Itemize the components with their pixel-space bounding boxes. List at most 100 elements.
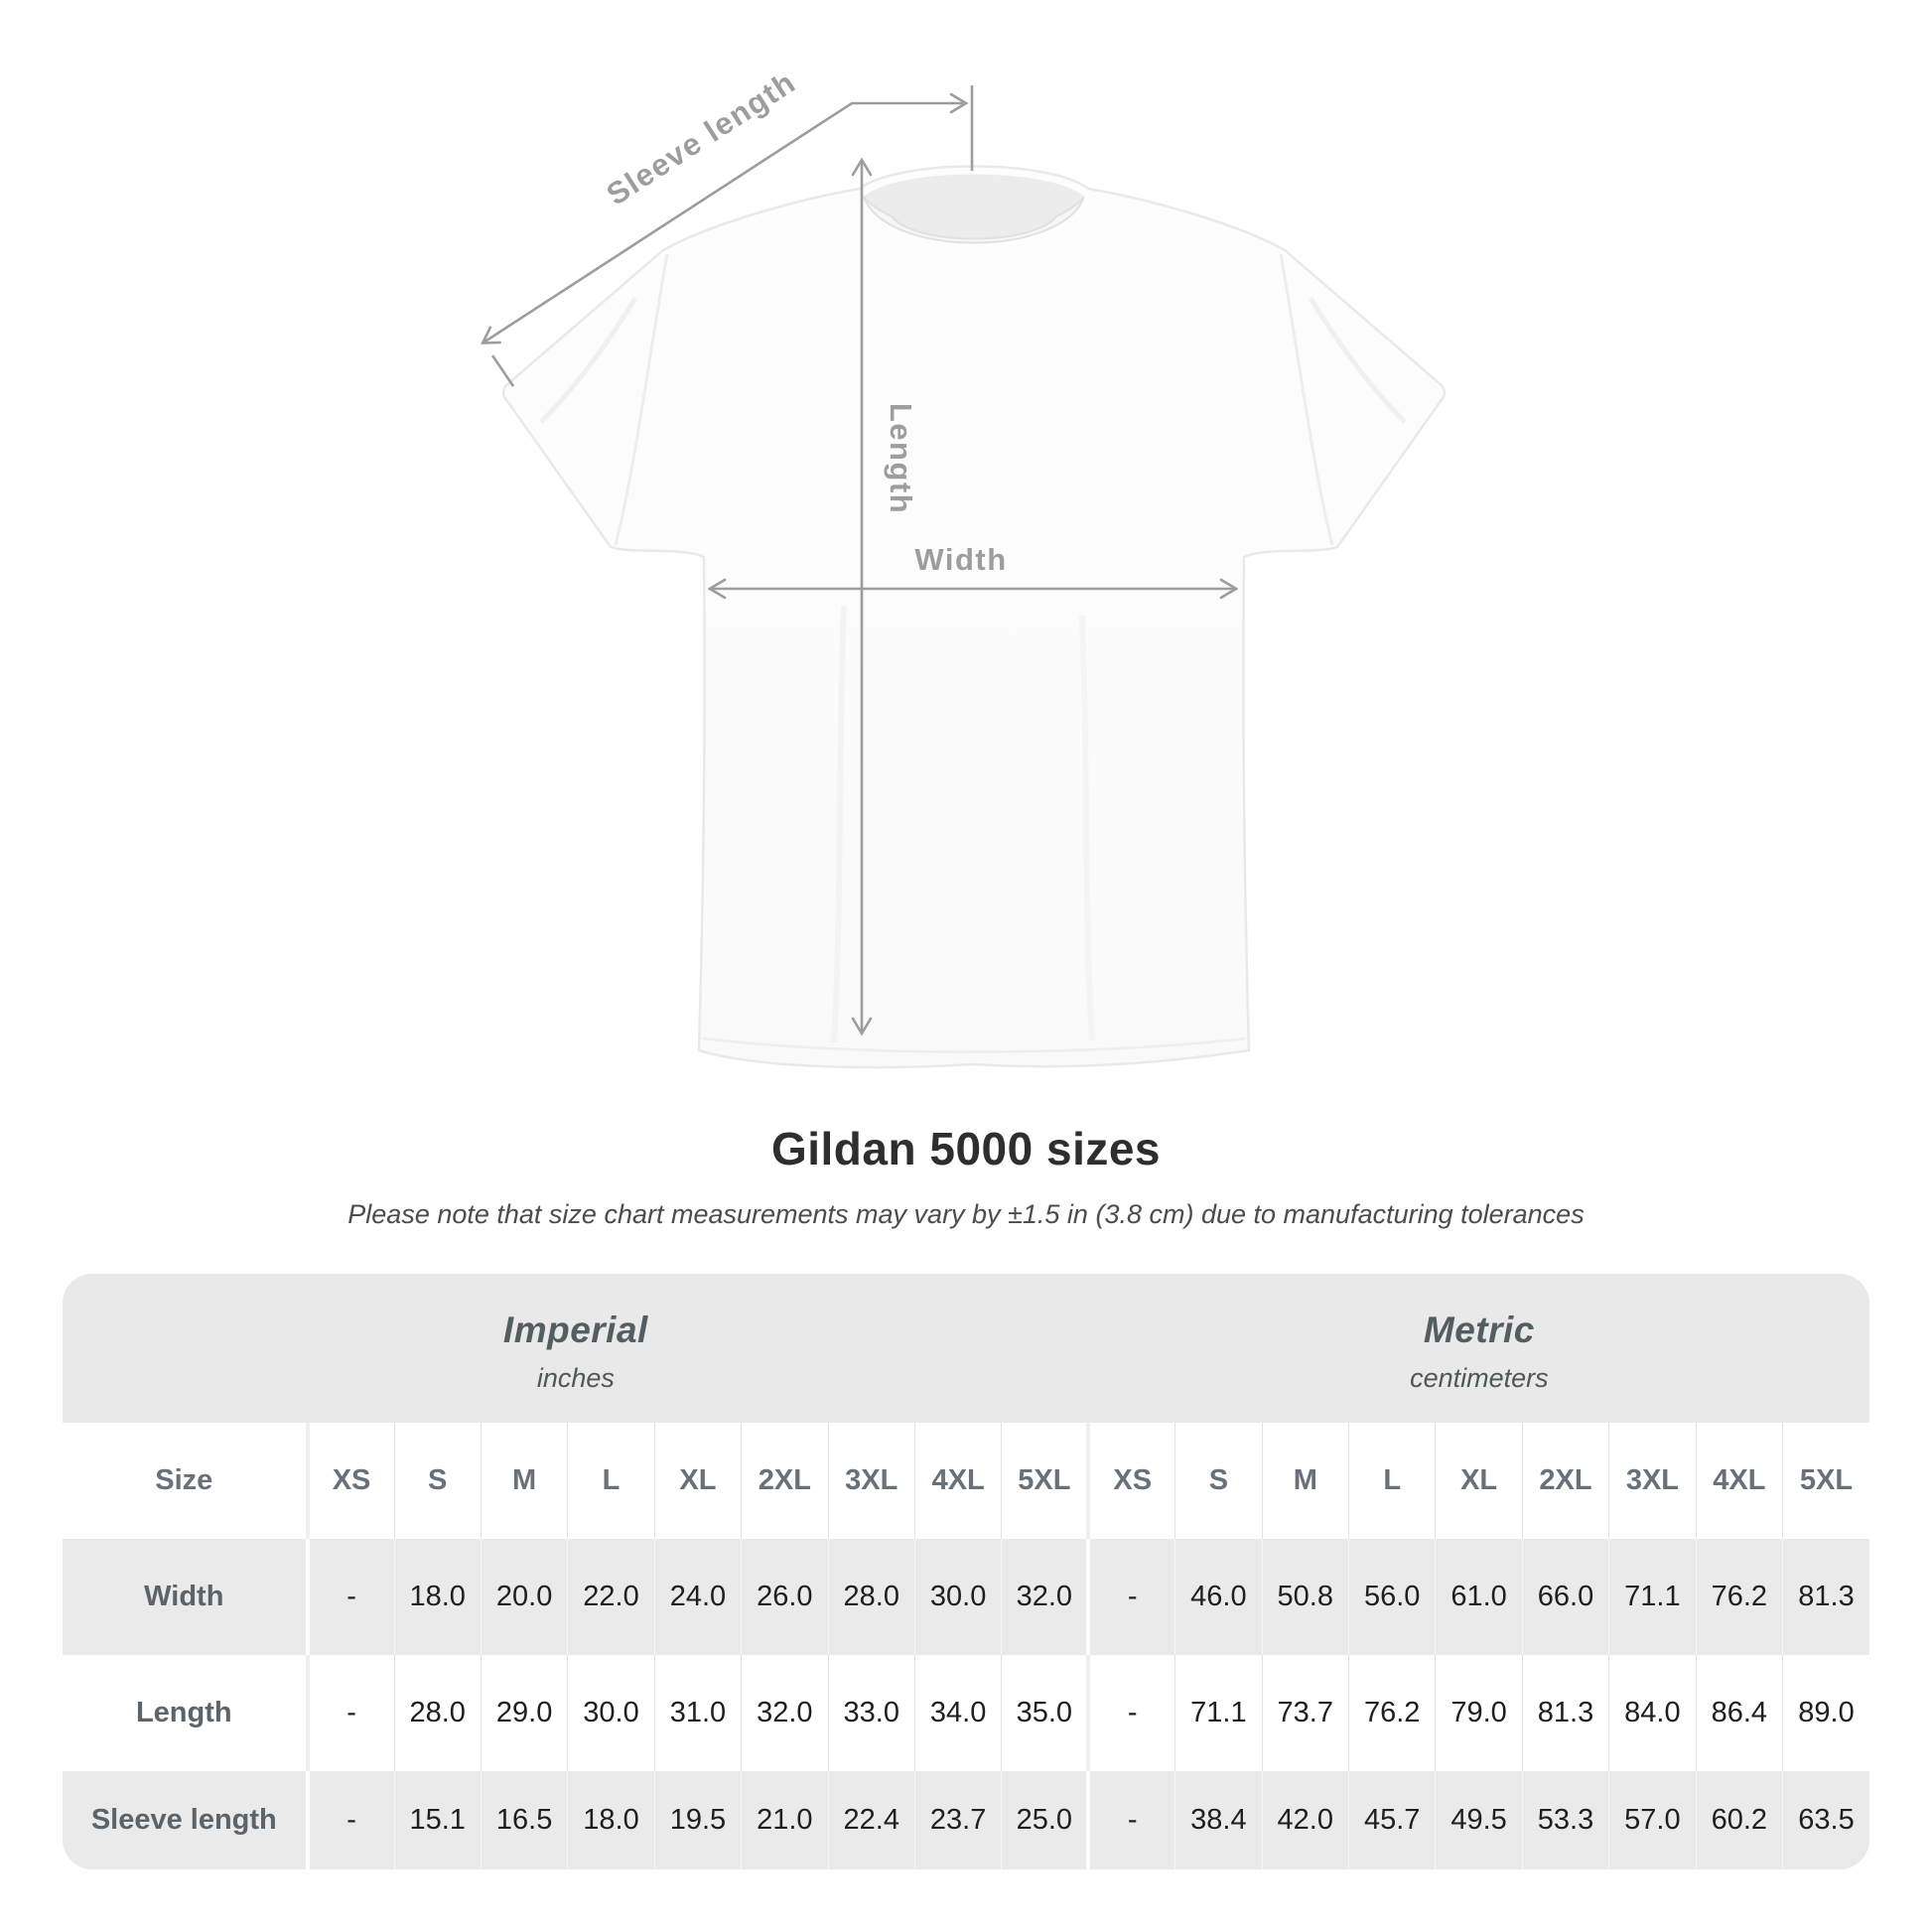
table-cell: 38.4 [1174,1771,1263,1869]
table-cell: 29.0 [480,1655,568,1771]
table-cell: 71.1 [1608,1539,1697,1655]
table-cell: 34.0 [913,1655,1002,1771]
table-cell: 25.0 [1001,1771,1089,1869]
table-cell: 73.7 [1261,1655,1349,1771]
size-header-metric-4xl: 4XL [1695,1423,1783,1539]
size-header-metric-5xl: 5XL [1782,1423,1869,1539]
row-label: Length [135,1697,232,1728]
table-cell: - [305,1655,395,1771]
table-cell: 22.0 [567,1539,655,1655]
table-cell: 63.5 [1782,1771,1869,1869]
table-cell: 60.2 [1695,1771,1783,1869]
table-cell: 33.0 [827,1655,915,1771]
table-cell: - [1086,1539,1175,1655]
table-cell: 35.0 [1001,1655,1089,1771]
table-row: Length -28.0 29.0 30.0 31.0 32.0 33.0 34.0 35.0-… [63,1655,1869,1771]
length-label: Length [884,403,918,514]
table-cell: 15.1 [393,1771,482,1869]
unit-group-name: Imperial [502,1309,648,1350]
table-row: Sleeve length -15.1 16.5 18.0 19.5 21.0 22.4 23… [63,1771,1869,1869]
table-cell: 32.0 [1001,1539,1089,1655]
table-cell: 32.0 [741,1655,829,1771]
table-cell: 31.0 [653,1655,742,1771]
sleeve-length-arrow [483,103,965,343]
table-cell: 76.2 [1347,1655,1436,1771]
table-cell: - [1086,1771,1175,1869]
unit-group-unit: centimeters [1410,1362,1549,1393]
table-cell: 22.4 [827,1771,915,1869]
unit-group-metric: Metric centimeters [1089,1274,1869,1423]
sleeve-end-tick [490,354,515,387]
tshirt-measurement-diagram: Sleeve length Length Width [0,65,1447,1069]
table-cell: 66.0 [1521,1539,1609,1655]
size-header-imperial-m: M [480,1423,568,1539]
size-header-metric-l: L [1347,1423,1436,1539]
page-title: Gildan 5000 sizes [770,1123,1162,1174]
page-subtitle: Please note that size chart measurements… [347,1199,1585,1229]
table-cell: 18.0 [393,1539,482,1655]
size-header-metric-m: M [1261,1423,1349,1539]
table-cell: 30.0 [913,1539,1002,1655]
table-cell: - [305,1771,395,1869]
size-header-imperial-2xl: 2XL [741,1423,829,1539]
table-cell: 84.0 [1608,1655,1697,1771]
table-cell: 76.2 [1695,1539,1783,1655]
table-cell: 21.0 [741,1771,829,1869]
width-label: Width [914,542,1007,577]
table-cell: 57.0 [1608,1771,1697,1869]
table-cell: 28.0 [393,1655,482,1771]
size-header-metric-2xl: 2XL [1521,1423,1609,1539]
table-cell: 18.0 [567,1771,655,1869]
table-cell: 61.0 [1435,1539,1523,1655]
table-cell: 49.5 [1435,1771,1523,1869]
table-cell: 28.0 [827,1539,915,1655]
table-cell: 71.1 [1174,1655,1263,1771]
table-cell: 53.3 [1521,1771,1609,1869]
table-cell: - [305,1539,395,1655]
size-header-metric-3xl: 3XL [1608,1423,1697,1539]
table-cell: 50.8 [1261,1539,1349,1655]
table-cell: 42.0 [1261,1771,1349,1869]
size-header-imperial-l: L [567,1423,655,1539]
table-cell: 19.5 [653,1771,742,1869]
table-cell: 81.3 [1521,1655,1609,1771]
size-table: Imperial inches Metric centimeters Size … [63,1274,1869,1869]
table-body: Width -18.0 20.0 22.0 24.0 26.0 28.0 30.0 32.0-4… [63,1539,1869,1869]
size-header-metric-s: S [1174,1423,1263,1539]
table-cell: 20.0 [480,1539,568,1655]
size-header-metric-xs: XS [1086,1423,1175,1539]
tshirt-graphic [501,165,1447,1069]
table-cell: - [1086,1655,1175,1771]
size-column-header: Size [155,1464,213,1496]
size-header-metric-xl: XL [1435,1423,1523,1539]
table-cell: 23.7 [913,1771,1002,1869]
sleeve-length-label: Sleeve length [601,65,802,212]
row-label: Sleeve length [90,1804,277,1836]
row-label: Width [144,1581,224,1612]
size-header-row: Size XS S M L XL 2XL 3XL 4XL 5XL XS S M L XL 2XL 3XL 4XL… [63,1423,1869,1539]
size-header-imperial-s: S [393,1423,482,1539]
table-cell: 86.4 [1695,1655,1783,1771]
table-cell: 56.0 [1347,1539,1436,1655]
table-cell: 30.0 [567,1655,655,1771]
table-cell: 16.5 [480,1771,568,1869]
unit-group-imperial: Imperial inches [63,1274,1089,1423]
size-header-imperial-xl: XL [653,1423,742,1539]
unit-group-unit: inches [536,1362,615,1393]
width-dimension: Width [711,542,1235,589]
unit-group-name: Metric [1423,1309,1535,1350]
table-cell: 45.7 [1347,1771,1436,1869]
size-header-imperial-3xl: 3XL [827,1423,915,1539]
unit-band: Imperial inches Metric centimeters [63,1274,1869,1423]
table-cell: 24.0 [653,1539,742,1655]
table-cell: 26.0 [741,1539,829,1655]
size-header-imperial-xs: XS [305,1423,395,1539]
size-header-imperial-4xl: 4XL [913,1423,1002,1539]
size-header-imperial-5xl: 5XL [1001,1423,1089,1539]
measurements-table: Size XS S M L XL 2XL 3XL 4XL 5XL XS S M L XL 2XL 3XL 4XL… [63,1423,1869,1869]
table-row: Width -18.0 20.0 22.0 24.0 26.0 28.0 30.0 32.0-4… [63,1539,1869,1655]
table-cell: 81.3 [1782,1539,1869,1655]
table-cell: 46.0 [1174,1539,1263,1655]
table-cell: 89.0 [1782,1655,1869,1771]
table-cell: 79.0 [1435,1655,1523,1771]
